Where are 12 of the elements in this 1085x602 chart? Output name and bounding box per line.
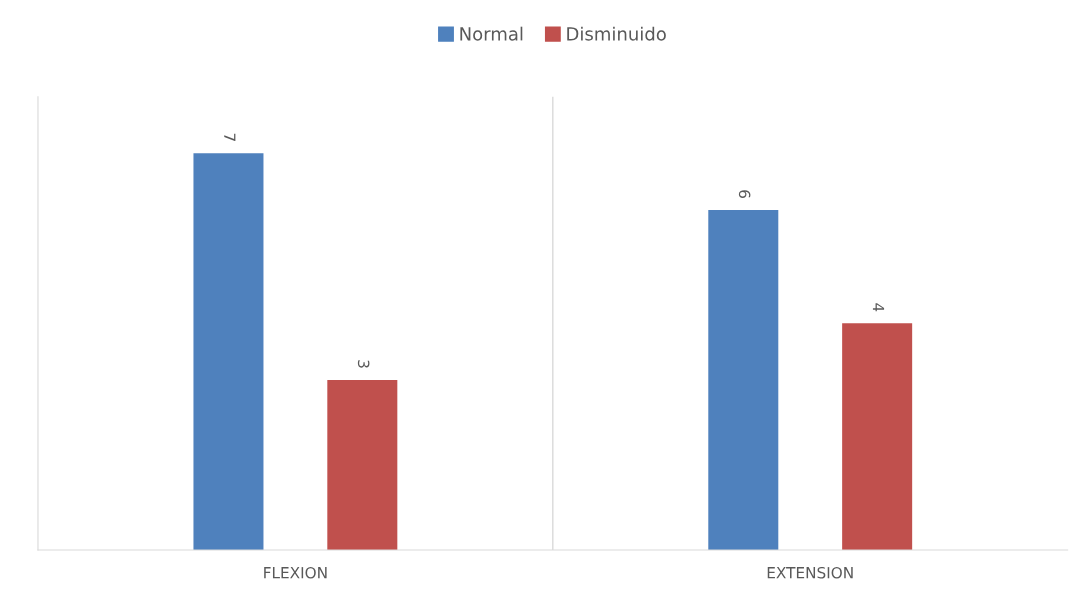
bar [842, 323, 913, 550]
x-tick-label: EXTENSION [767, 566, 853, 579]
data-label: 3 [357, 360, 370, 368]
legend-label: Normal [460, 26, 523, 41]
data-label: 4 [872, 303, 885, 312]
data-label: 7 [224, 133, 236, 141]
bar [327, 380, 398, 550]
bar [193, 153, 264, 550]
x-tick-label: FLEXION [264, 566, 327, 579]
bar [708, 210, 779, 550]
data-label: 6 [738, 190, 751, 198]
legend-label: Disminuido [567, 26, 666, 41]
